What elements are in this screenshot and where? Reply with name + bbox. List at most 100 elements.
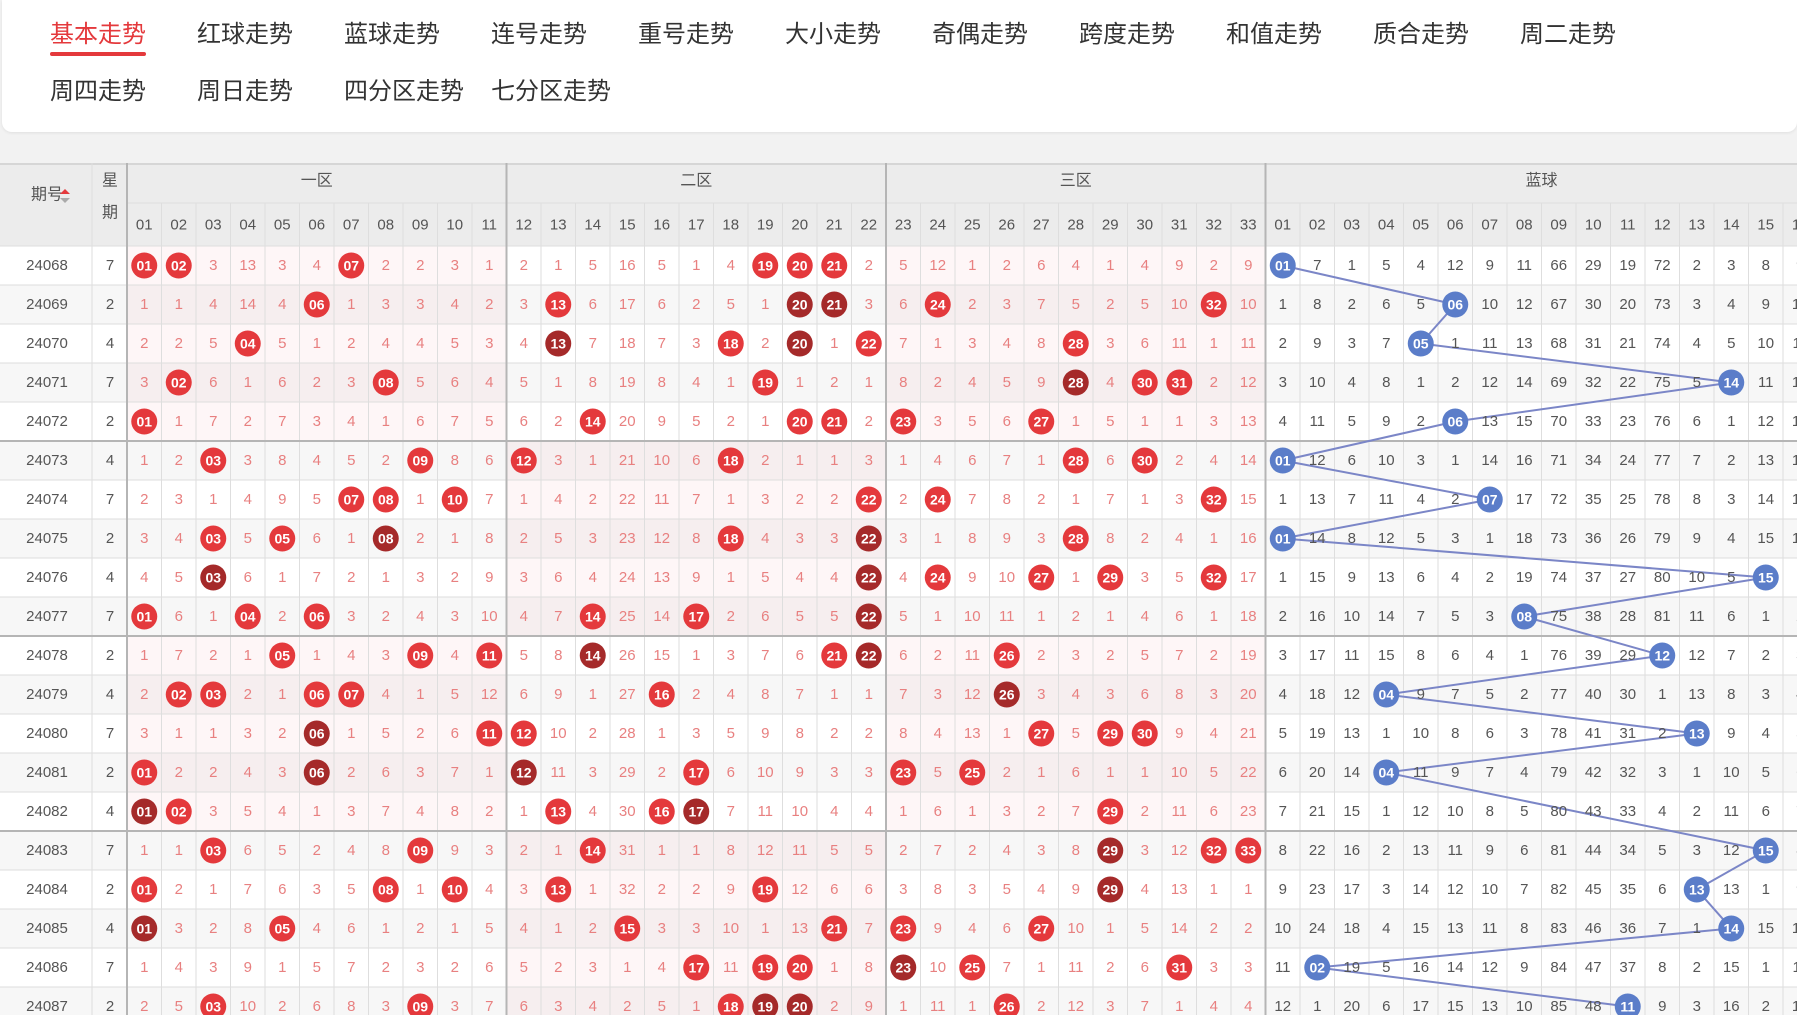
red-miss-value: 1 [278, 569, 286, 586]
blue-miss-value: 9 [1727, 725, 1735, 742]
week-header-bottom: 期 [102, 204, 118, 222]
red-miss-value: 5 [1072, 296, 1080, 313]
blue-miss-value: 18 [1309, 686, 1326, 703]
tab-10[interactable]: 质合走势 [1373, 21, 1469, 48]
red-miss-value: 17 [619, 296, 636, 313]
red-ball-number: 11 [482, 648, 497, 664]
red-ball [993, 993, 1020, 1015]
red-miss-value: 3 [554, 998, 562, 1015]
blue-miss-value: 1 [1279, 491, 1287, 508]
tab-4[interactable]: 连号走势 [491, 21, 587, 48]
red-miss-value: 10 [1240, 296, 1257, 313]
zone-band [886, 675, 1266, 714]
red-miss-value: 2 [727, 608, 735, 625]
blue-miss-value: 22 [1619, 374, 1636, 391]
tab-2[interactable]: 红球走势 [197, 21, 293, 48]
red-miss-value: 2 [692, 296, 700, 313]
red-ball-number: 10 [447, 882, 463, 898]
blue-miss-value: 6 [1417, 569, 1425, 586]
red-miss-value: 4 [209, 296, 217, 313]
red-miss-value: 10 [757, 764, 774, 781]
red-miss-value: 2 [278, 608, 286, 625]
blue-miss-value: 22 [1309, 842, 1326, 859]
blue-miss-value: 25 [1619, 491, 1636, 508]
red-miss-value: 1 [1072, 569, 1080, 586]
blue-miss-value: 85 [1550, 998, 1567, 1015]
blue-miss-value: 9 [1486, 842, 1494, 859]
red-miss-value: 4 [416, 335, 424, 352]
red-miss-value: 8 [589, 374, 597, 391]
red-ball [821, 915, 848, 942]
red-ball [545, 291, 572, 318]
tab-13[interactable]: 周日走势 [197, 78, 293, 105]
red-miss-value: 11 [723, 959, 739, 976]
tab-11[interactable]: 周二走势 [1520, 21, 1616, 48]
blue-miss-value: 16 [1792, 530, 1797, 547]
row-24082: 24082 4 01 02 3 5 4 1 3 7 4 8 2 1 13 4 30 16 17 7 11 10 4 4 1 6 1 3… [26, 798, 1797, 825]
red-miss-value: 6 [175, 608, 183, 625]
blue-miss-value: 13 [1481, 413, 1498, 430]
zone-band [127, 324, 507, 363]
tab-12[interactable]: 周四走势 [50, 78, 146, 105]
tab-1[interactable]: 基本走势 [50, 14, 146, 56]
blue-miss-value: 13 [1792, 413, 1797, 430]
tab-9[interactable]: 和值走势 [1226, 21, 1322, 48]
blue-miss-value: 1 [1762, 959, 1770, 976]
red-miss-value: 9 [554, 686, 562, 703]
red-ball-number: 17 [688, 765, 704, 781]
red-ball [579, 837, 606, 864]
blue-miss-value: 7 [1486, 764, 1494, 781]
red-col-header: 29 [1102, 217, 1119, 234]
blue-miss-value: 10 [1792, 296, 1797, 313]
red-miss-value: 1 [830, 959, 838, 976]
blue-miss-value: 12 [1792, 374, 1797, 391]
blue-miss-value: 3 [1348, 335, 1356, 352]
tab-6[interactable]: 大小走势 [785, 21, 881, 48]
red-miss-value: 1 [934, 530, 942, 547]
red-miss-value: 1 [1210, 530, 1218, 547]
red-miss-value: 3 [934, 686, 942, 703]
blue-col-header: 14 [1723, 217, 1740, 234]
blue-ball-number: 12 [1654, 648, 1670, 664]
blue-ball-number: 14 [1723, 375, 1739, 391]
red-ball-number: 01 [136, 258, 152, 274]
blue-miss-value: 1 [1762, 881, 1770, 898]
week-header-top: 星 [102, 173, 118, 190]
red-miss-value: 4 [1210, 725, 1218, 742]
red-ball-number: 03 [205, 570, 221, 586]
tab-7[interactable]: 奇偶走势 [932, 21, 1028, 48]
tab-15[interactable]: 七分区走势 [491, 78, 611, 105]
red-ball [717, 525, 744, 552]
red-miss-value: 9 [1037, 374, 1045, 391]
red-ball-number: 22 [861, 570, 877, 586]
blue-miss-value: 11 [1482, 335, 1498, 352]
red-miss-value: 5 [209, 335, 217, 352]
tab-14[interactable]: 四分区走势 [344, 78, 464, 105]
period-cell: 24072 [26, 413, 68, 430]
blue-miss-value: 32 [1619, 764, 1636, 781]
blue-miss-value: 18 [1516, 530, 1533, 547]
red-ball-number: 21 [826, 414, 842, 430]
tab-3[interactable]: 蓝球走势 [344, 21, 440, 48]
red-miss-value: 6 [209, 374, 217, 391]
blue-miss-value: 2 [1279, 335, 1287, 352]
red-miss-value: 3 [347, 803, 355, 820]
red-miss-value: 3 [382, 647, 390, 664]
blue-miss-value: 24 [1309, 920, 1326, 937]
red-ball-number: 19 [757, 960, 773, 976]
blue-miss-value: 11 [1413, 764, 1429, 781]
blue-miss-value: 12 [1378, 530, 1395, 547]
red-ball [372, 486, 399, 513]
tab-8[interactable]: 跨度走势 [1079, 21, 1175, 48]
tab-5[interactable]: 重号走势 [638, 21, 734, 48]
red-ball [131, 252, 158, 279]
period-cell: 24074 [26, 491, 68, 508]
blue-miss-value: 1 [1382, 803, 1390, 820]
blue-ball [1718, 915, 1745, 942]
blue-miss-value: 2 [1762, 647, 1770, 664]
red-ball [476, 720, 503, 747]
red-miss-value: 2 [589, 920, 597, 937]
red-miss-value: 8 [382, 842, 390, 859]
blue-miss-value: 5 [1348, 413, 1356, 430]
blue-miss-value: 5 [1658, 842, 1666, 859]
